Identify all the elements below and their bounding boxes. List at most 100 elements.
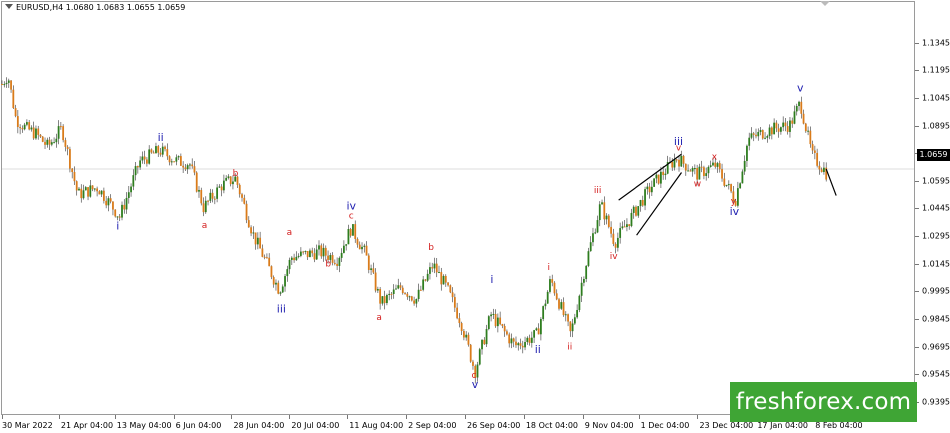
candle-down [816, 152, 819, 166]
candle-down [474, 365, 477, 378]
candle-down [71, 168, 74, 172]
candle-up [594, 232, 597, 234]
y-tick-label: 1.0445 [922, 203, 950, 213]
y-tick-label: 1.0595 [922, 176, 950, 186]
x-tick-label: 1 Dec 04:00 [640, 421, 690, 430]
candle-up [295, 256, 298, 261]
wave-label-blue: v [472, 378, 479, 391]
wave-label-blue: iv [730, 205, 740, 218]
channel-line [618, 153, 682, 201]
candle-down [671, 161, 674, 168]
symbol-header: EURUSD,H4 1.0680 1.0683 1.0655 1.0659 [5, 3, 185, 12]
wave-label-blue: iii [277, 303, 286, 316]
x-tick-mark [464, 415, 466, 419]
candle-up [234, 176, 237, 182]
wave-label-red: a [376, 313, 382, 323]
candle-down [28, 122, 31, 130]
candle-down [32, 127, 35, 139]
candle-down [37, 128, 40, 135]
y-tick-mark [915, 374, 919, 376]
y-tick-mark [915, 42, 919, 44]
candle-up [585, 265, 588, 280]
wave-label-blue: ii [535, 343, 541, 356]
candle-down [761, 130, 764, 139]
candle-up [288, 259, 291, 270]
candle-down [519, 343, 522, 346]
candle-up [100, 190, 103, 195]
wave-label-red: b [428, 243, 434, 253]
y-tick-mark [915, 208, 919, 210]
candle-down [752, 133, 755, 135]
candle-down [19, 127, 22, 129]
candle-down [820, 169, 823, 173]
candle-up [343, 245, 345, 253]
scroll-marker-icon[interactable] [820, 1, 830, 6]
y-tick-mark [915, 291, 919, 293]
candle-up [93, 188, 96, 190]
candle-up [55, 138, 58, 143]
plot-area[interactable] [1, 1, 915, 415]
candle-up [605, 215, 608, 220]
candle-down [179, 156, 182, 166]
candle-down [553, 282, 556, 294]
candle-down [635, 206, 637, 216]
candle-down [324, 247, 327, 256]
x-tick-label: 18 Oct 04:00 [525, 421, 578, 430]
wave-label-red: i [548, 263, 551, 273]
candle-down [623, 226, 626, 228]
candle-down [413, 300, 415, 304]
candle-up [347, 229, 350, 245]
candle-down [383, 296, 386, 304]
candle-down [238, 184, 241, 195]
candle-up [712, 162, 714, 166]
candle-down [506, 331, 508, 335]
candle-up [130, 186, 132, 193]
candle-up [376, 289, 379, 291]
y-tick-mark [915, 97, 919, 99]
candle-up [481, 339, 483, 350]
candle-up [644, 189, 646, 206]
candle-up [768, 127, 771, 136]
candle-down [213, 198, 216, 200]
x-tick-mark [2, 415, 3, 419]
candle-up [583, 279, 585, 283]
candle-down [73, 171, 76, 182]
candle-up [544, 303, 547, 307]
candle-up [746, 145, 748, 161]
candle-up [155, 146, 157, 154]
candle-down [159, 152, 162, 155]
wave-label-blue: ii [158, 131, 164, 144]
candle-down [44, 141, 46, 145]
candle-down [277, 282, 280, 294]
candle-up [370, 268, 372, 270]
x-tick-mark [289, 415, 291, 419]
candle-down [804, 123, 807, 132]
x-tick-mark [173, 415, 175, 419]
candle-down [419, 289, 422, 291]
candle-up [807, 130, 809, 132]
candle-up [766, 135, 769, 138]
candle-up [3, 84, 6, 86]
candle-down [250, 227, 252, 234]
candle-down [229, 176, 232, 185]
x-tick-label: 13 May 04:00 [116, 421, 172, 430]
candle-down [358, 244, 361, 250]
candle-up [560, 302, 563, 309]
candle-up [46, 139, 49, 145]
symbol-line: EURUSD,H4 1.0680 1.0683 1.0655 1.0659 [16, 3, 186, 12]
candle-up [408, 296, 411, 298]
candle-up [318, 245, 320, 250]
candle-down [247, 220, 250, 228]
candle-up [757, 131, 760, 137]
candle-up [646, 186, 649, 190]
candle-down [603, 202, 606, 220]
x-tick-label: 6 Jun 04:00 [175, 421, 222, 430]
candle-up [596, 220, 599, 233]
y-tick-mark [915, 263, 919, 265]
candle-down [508, 334, 511, 344]
candle-down [109, 198, 112, 202]
candle-down [372, 268, 375, 273]
candle-down [59, 126, 62, 128]
candle-up [743, 160, 746, 172]
candle-up [592, 233, 594, 243]
